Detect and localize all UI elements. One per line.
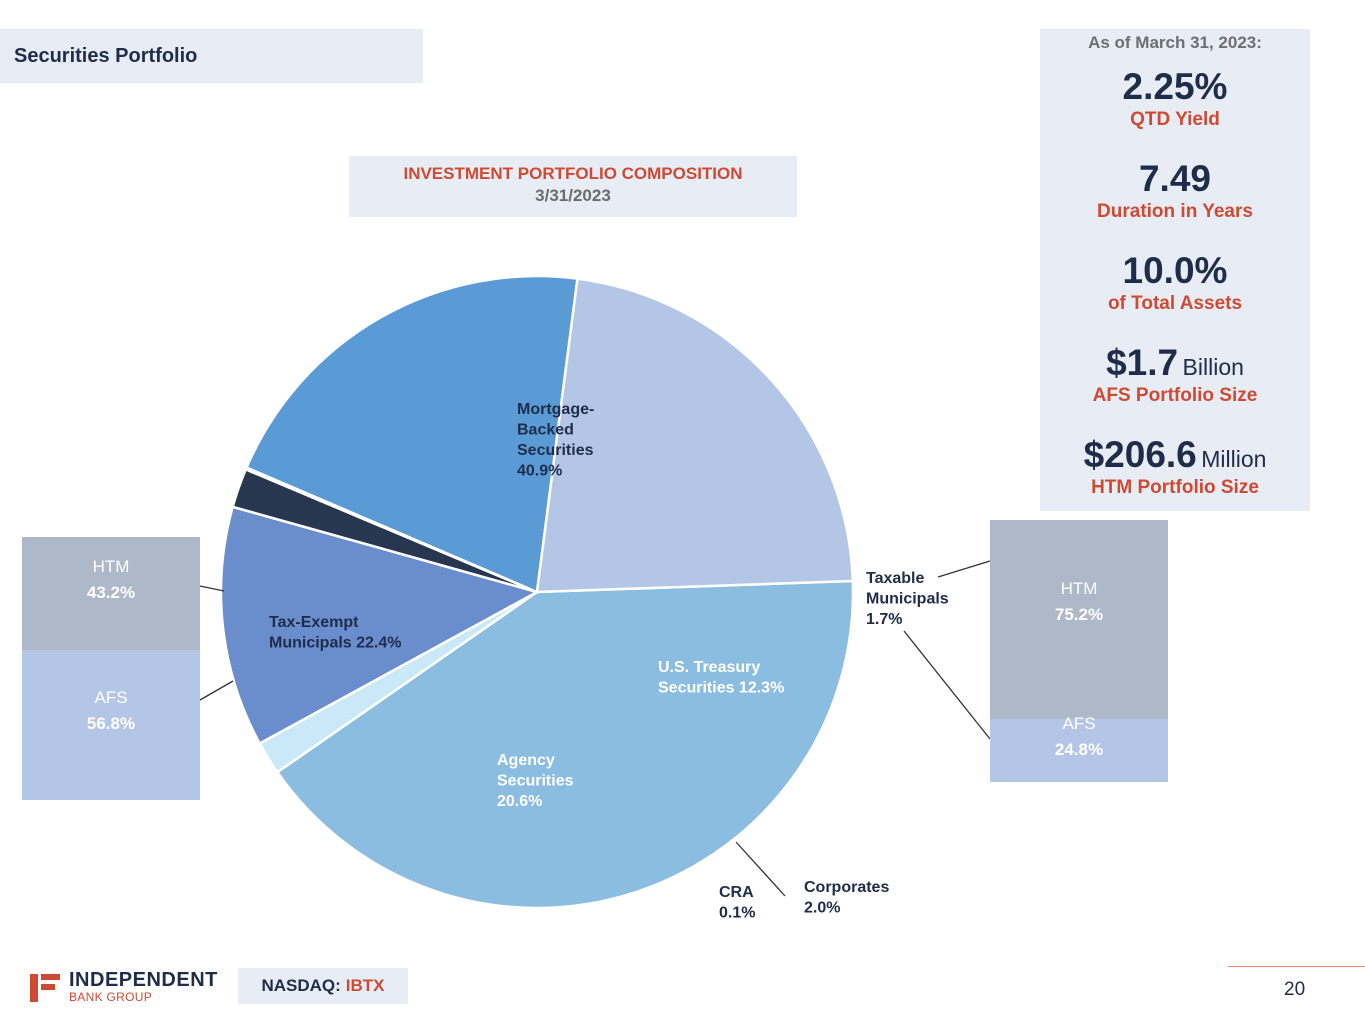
segment-value: 75.2% <box>1054 605 1104 624</box>
taxable-afs-segment: AFS 24.8% <box>990 714 1168 782</box>
tax-exempt-afs-segment: AFS 56.8% <box>22 650 200 800</box>
slice-label-tax-exempt-municipals: Tax-Exempt Municipals 22.4% <box>269 614 402 652</box>
stat-htm-size: $206.6 Million HTM Portfolio Size <box>1040 434 1310 500</box>
exchange-label: NASDAQ: <box>261 976 341 995</box>
stat-unit: Million <box>1201 446 1267 472</box>
stat-value: $1.7 <box>1106 342 1179 383</box>
slice-label-taxable-municipals: Taxable Municipals 1.7% <box>866 570 949 628</box>
stat-total-assets: 10.0% of Total Assets <box>1040 250 1310 316</box>
slice-label-corporates: Corporates 2.0% <box>804 879 889 917</box>
stat-afs-size: $1.7 Billion AFS Portfolio Size <box>1040 342 1310 408</box>
logo-subwordmark: BANK GROUP <box>69 990 153 1004</box>
stat-value: 2.25% <box>1122 66 1228 107</box>
as-of-date: As of March 31, 2023: <box>1088 33 1262 52</box>
segment-label: HTM <box>1060 579 1098 598</box>
stat-label: AFS Portfolio Size <box>1092 385 1258 406</box>
slice-label-u-s-treasury-securities: U.S. Treasury Securities 12.3% <box>658 659 784 697</box>
leader-line-tax-exempt-htm <box>199 585 225 592</box>
leader-line-taxable-htm <box>937 560 991 578</box>
stat-qtd-yield: 2.25% QTD Yield <box>1040 66 1310 132</box>
taxable-htm-segment: HTM 75.2% <box>990 520 1168 719</box>
ticker-symbol: IBTX <box>345 976 385 995</box>
segment-value: 56.8% <box>86 714 136 733</box>
chart-title-box: INVESTMENT PORTFOLIO COMPOSITION 3/31/20… <box>349 156 797 217</box>
ticker-badge: NASDAQ: IBTX <box>238 968 408 1004</box>
leader-line-corporates <box>735 841 786 897</box>
tax-exempt-htm-segment: HTM 43.2% <box>22 537 200 650</box>
segment-label: HTM <box>92 557 130 576</box>
chart-title: INVESTMENT PORTFOLIO COMPOSITION <box>403 164 743 183</box>
stat-value: 7.49 <box>1138 158 1211 199</box>
segment-label: AFS <box>1062 714 1096 733</box>
pie-slice-tax-exempt-municipals <box>535 277 855 594</box>
stat-value: $206.6 <box>1083 434 1197 475</box>
stats-panel: As of March 31, 2023: 2.25% QTD Yield 7.… <box>1040 29 1310 511</box>
section-title: Securities Portfolio <box>14 44 198 67</box>
stat-label: QTD Yield <box>1130 109 1220 130</box>
logo-mark-icon <box>30 974 60 1002</box>
slice-label-cra: CRA 0.1% <box>719 884 755 922</box>
slice-label-mortgage-backed-securities: Mortgage-Backed Securities 40.9% <box>517 401 594 480</box>
leader-line-tax-exempt-afs <box>199 680 234 701</box>
stat-duration: 7.49 Duration in Years <box>1040 158 1310 224</box>
segment-label: AFS <box>94 688 128 707</box>
pie-slice-agency-securities <box>244 274 579 594</box>
leader-line-taxable-afs <box>903 630 991 740</box>
company-logo: INDEPENDENT BANK GROUP <box>30 969 230 1005</box>
stat-label: of Total Assets <box>1107 293 1243 314</box>
stat-value: 10.0% <box>1122 250 1228 291</box>
logo-wordmark: INDEPENDENT <box>69 969 218 991</box>
segment-value: 43.2% <box>86 583 136 602</box>
page-number: 20 <box>1284 979 1306 1000</box>
section-header: Securities Portfolio <box>0 29 423 83</box>
chart-subtitle: 3/31/2023 <box>535 186 611 205</box>
stat-unit: Billion <box>1182 354 1244 380</box>
pie-slice-u-s-treasury-securities <box>219 505 541 746</box>
footer-divider <box>1228 966 1365 967</box>
slice-label-agency-securities: Agency Securities 20.6% <box>497 752 574 810</box>
stat-label: HTM Portfolio Size <box>1091 477 1259 498</box>
pie-slice-mortgage-backed-securities <box>275 579 855 910</box>
segment-value: 24.8% <box>1054 740 1104 759</box>
stat-label: Duration in Years <box>1097 201 1253 222</box>
